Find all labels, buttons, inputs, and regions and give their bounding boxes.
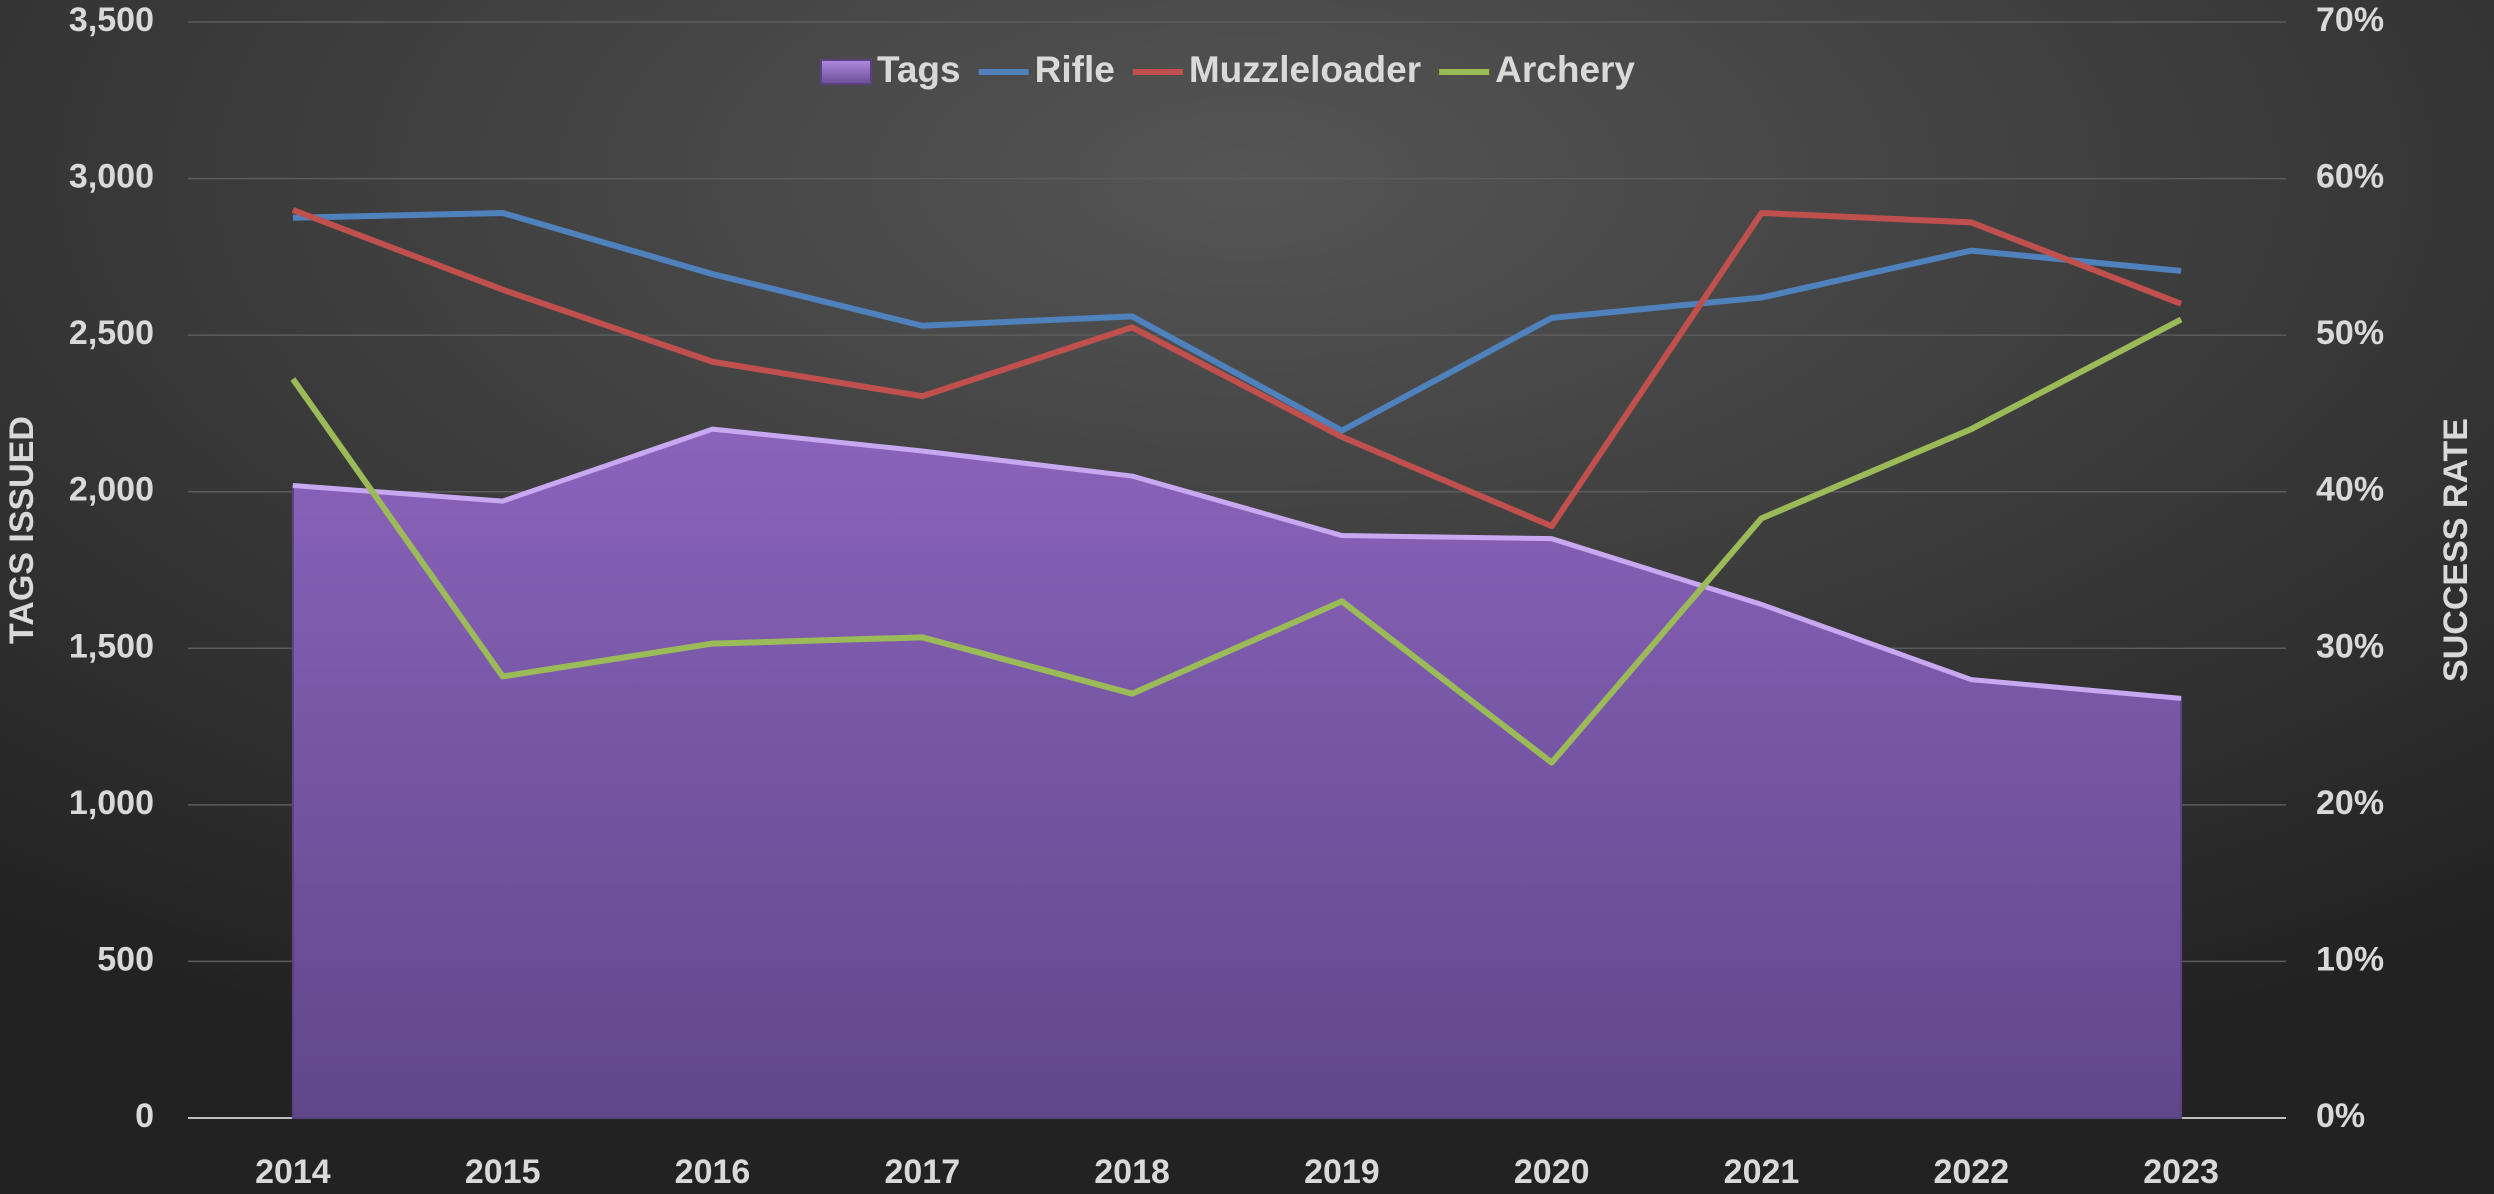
x-tick-label: 2020: [1514, 1153, 1590, 1191]
line: [291, 207, 2183, 530]
legend-label: Tags: [877, 49, 961, 90]
y2-tick-label: 70%: [2316, 1, 2384, 39]
legend-label: Archery: [1495, 49, 1635, 90]
y-tick-label: 1,500: [69, 627, 154, 665]
x-tick-label: 2014: [255, 1153, 331, 1191]
y-tick-label: 3,500: [69, 1, 154, 39]
y2-tick-label: 0%: [2316, 1097, 2365, 1135]
x-tick-label: 2021: [1724, 1153, 1800, 1191]
y-tick-label: 2,500: [69, 314, 154, 352]
area-edge: [292, 426, 2182, 701]
y-tick-label: 2,000: [69, 471, 154, 509]
legend-swatch: [820, 59, 872, 85]
x-tick-label: 2022: [1933, 1153, 2009, 1191]
y-axis-title: TAGS ISSUED: [3, 416, 41, 644]
x-tick-label: 2023: [2143, 1153, 2219, 1191]
y-tick-label: 3,000: [69, 158, 154, 196]
x-tick-label: 2017: [884, 1153, 960, 1191]
x-tick-label: 2015: [465, 1153, 541, 1191]
line: [292, 210, 2182, 434]
y2-tick-label: 40%: [2316, 471, 2384, 509]
y2-tick-label: 20%: [2316, 784, 2384, 822]
x-tick-label: 2018: [1094, 1153, 1170, 1191]
y2-tick-label: 30%: [2316, 627, 2384, 665]
y2-tick-label: 10%: [2316, 940, 2384, 978]
x-tick-label: 2019: [1304, 1153, 1380, 1191]
x-tick-label: 2016: [675, 1153, 751, 1191]
line: [290, 316, 2183, 766]
y2-tick-label: 60%: [2316, 158, 2384, 196]
y2-tick-label: 50%: [2316, 314, 2384, 352]
y-tick-label: 1,000: [69, 784, 154, 822]
legend-label: Muzzleloader: [1189, 49, 1421, 90]
y2-axis-title: SUCCESS RATE: [2437, 418, 2475, 682]
legend-label: Rifle: [1035, 49, 1115, 90]
y-tick-label: 500: [97, 940, 154, 978]
y-tick-label: 0: [135, 1097, 154, 1135]
